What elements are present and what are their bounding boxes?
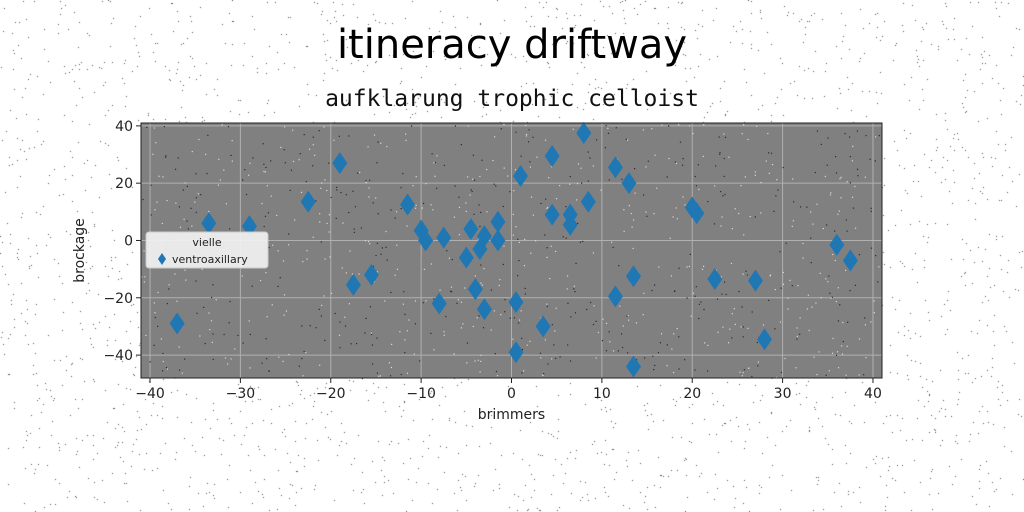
x-tick-label: 30 <box>774 386 792 402</box>
y-tick-label: 40 <box>115 119 133 135</box>
data-point <box>490 229 506 252</box>
data-point <box>201 212 217 235</box>
y-tick-label: 0 <box>124 233 133 249</box>
data-point <box>607 156 623 179</box>
data-point <box>842 249 858 272</box>
data-point <box>544 203 560 226</box>
data-point <box>689 202 705 225</box>
data-point <box>562 213 578 236</box>
x-tick-label: −40 <box>135 386 165 402</box>
x-tick-label: −20 <box>316 386 346 402</box>
x-tick-label: 0 <box>507 386 516 402</box>
data-point <box>607 285 623 308</box>
data-point <box>463 218 479 241</box>
data-point <box>169 312 185 335</box>
x-axis-label: brimmers <box>478 407 545 423</box>
data-point <box>436 226 452 249</box>
data-points <box>169 122 858 378</box>
y-tick-label: −40 <box>103 348 133 364</box>
legend-box <box>145 231 269 269</box>
data-point <box>458 246 474 269</box>
data-point <box>513 165 529 188</box>
data-point <box>580 190 596 213</box>
data-point <box>431 292 447 315</box>
legend: vielle ventroaxillary <box>145 231 269 269</box>
data-point <box>508 341 524 364</box>
y-tick-label: 20 <box>115 176 133 192</box>
data-point <box>332 152 348 175</box>
data-point <box>508 291 524 314</box>
data-point <box>490 210 506 233</box>
data-point <box>400 193 416 216</box>
data-point <box>625 355 641 378</box>
data-point <box>544 144 560 167</box>
x-tick-label: 40 <box>864 386 882 402</box>
x-tick-label: −30 <box>226 386 256 402</box>
data-point <box>467 278 483 301</box>
data-point <box>535 315 551 338</box>
data-point <box>576 122 592 145</box>
data-point <box>829 233 845 256</box>
legend-label-ventroaxillary: ventroaxillary <box>172 253 248 266</box>
data-point <box>363 263 379 286</box>
data-point <box>757 328 773 351</box>
y-tick-label: −20 <box>103 291 133 307</box>
data-point <box>625 265 641 288</box>
data-point <box>476 298 492 321</box>
y-axis-label: brockage <box>72 218 88 283</box>
x-tick-label: 20 <box>683 386 701 402</box>
data-point <box>747 269 763 292</box>
data-point <box>345 273 361 296</box>
data-point <box>418 229 434 252</box>
legend-marker <box>158 253 166 265</box>
legend-title: vielle <box>192 236 221 249</box>
chart-subtitle: aufklarung trophic celloist <box>325 86 699 112</box>
data-point <box>476 225 492 248</box>
x-tick-label: 10 <box>593 386 611 402</box>
x-tick-label: −10 <box>406 386 436 402</box>
data-point <box>621 172 637 195</box>
axis-ticks: −40 −30 −20 −10 0 10 20 30 40 −40 −20 0 20 40 <box>103 119 881 402</box>
data-point <box>300 190 316 213</box>
data-point <box>707 268 723 291</box>
chart-title: itineracy driftway <box>336 22 688 68</box>
